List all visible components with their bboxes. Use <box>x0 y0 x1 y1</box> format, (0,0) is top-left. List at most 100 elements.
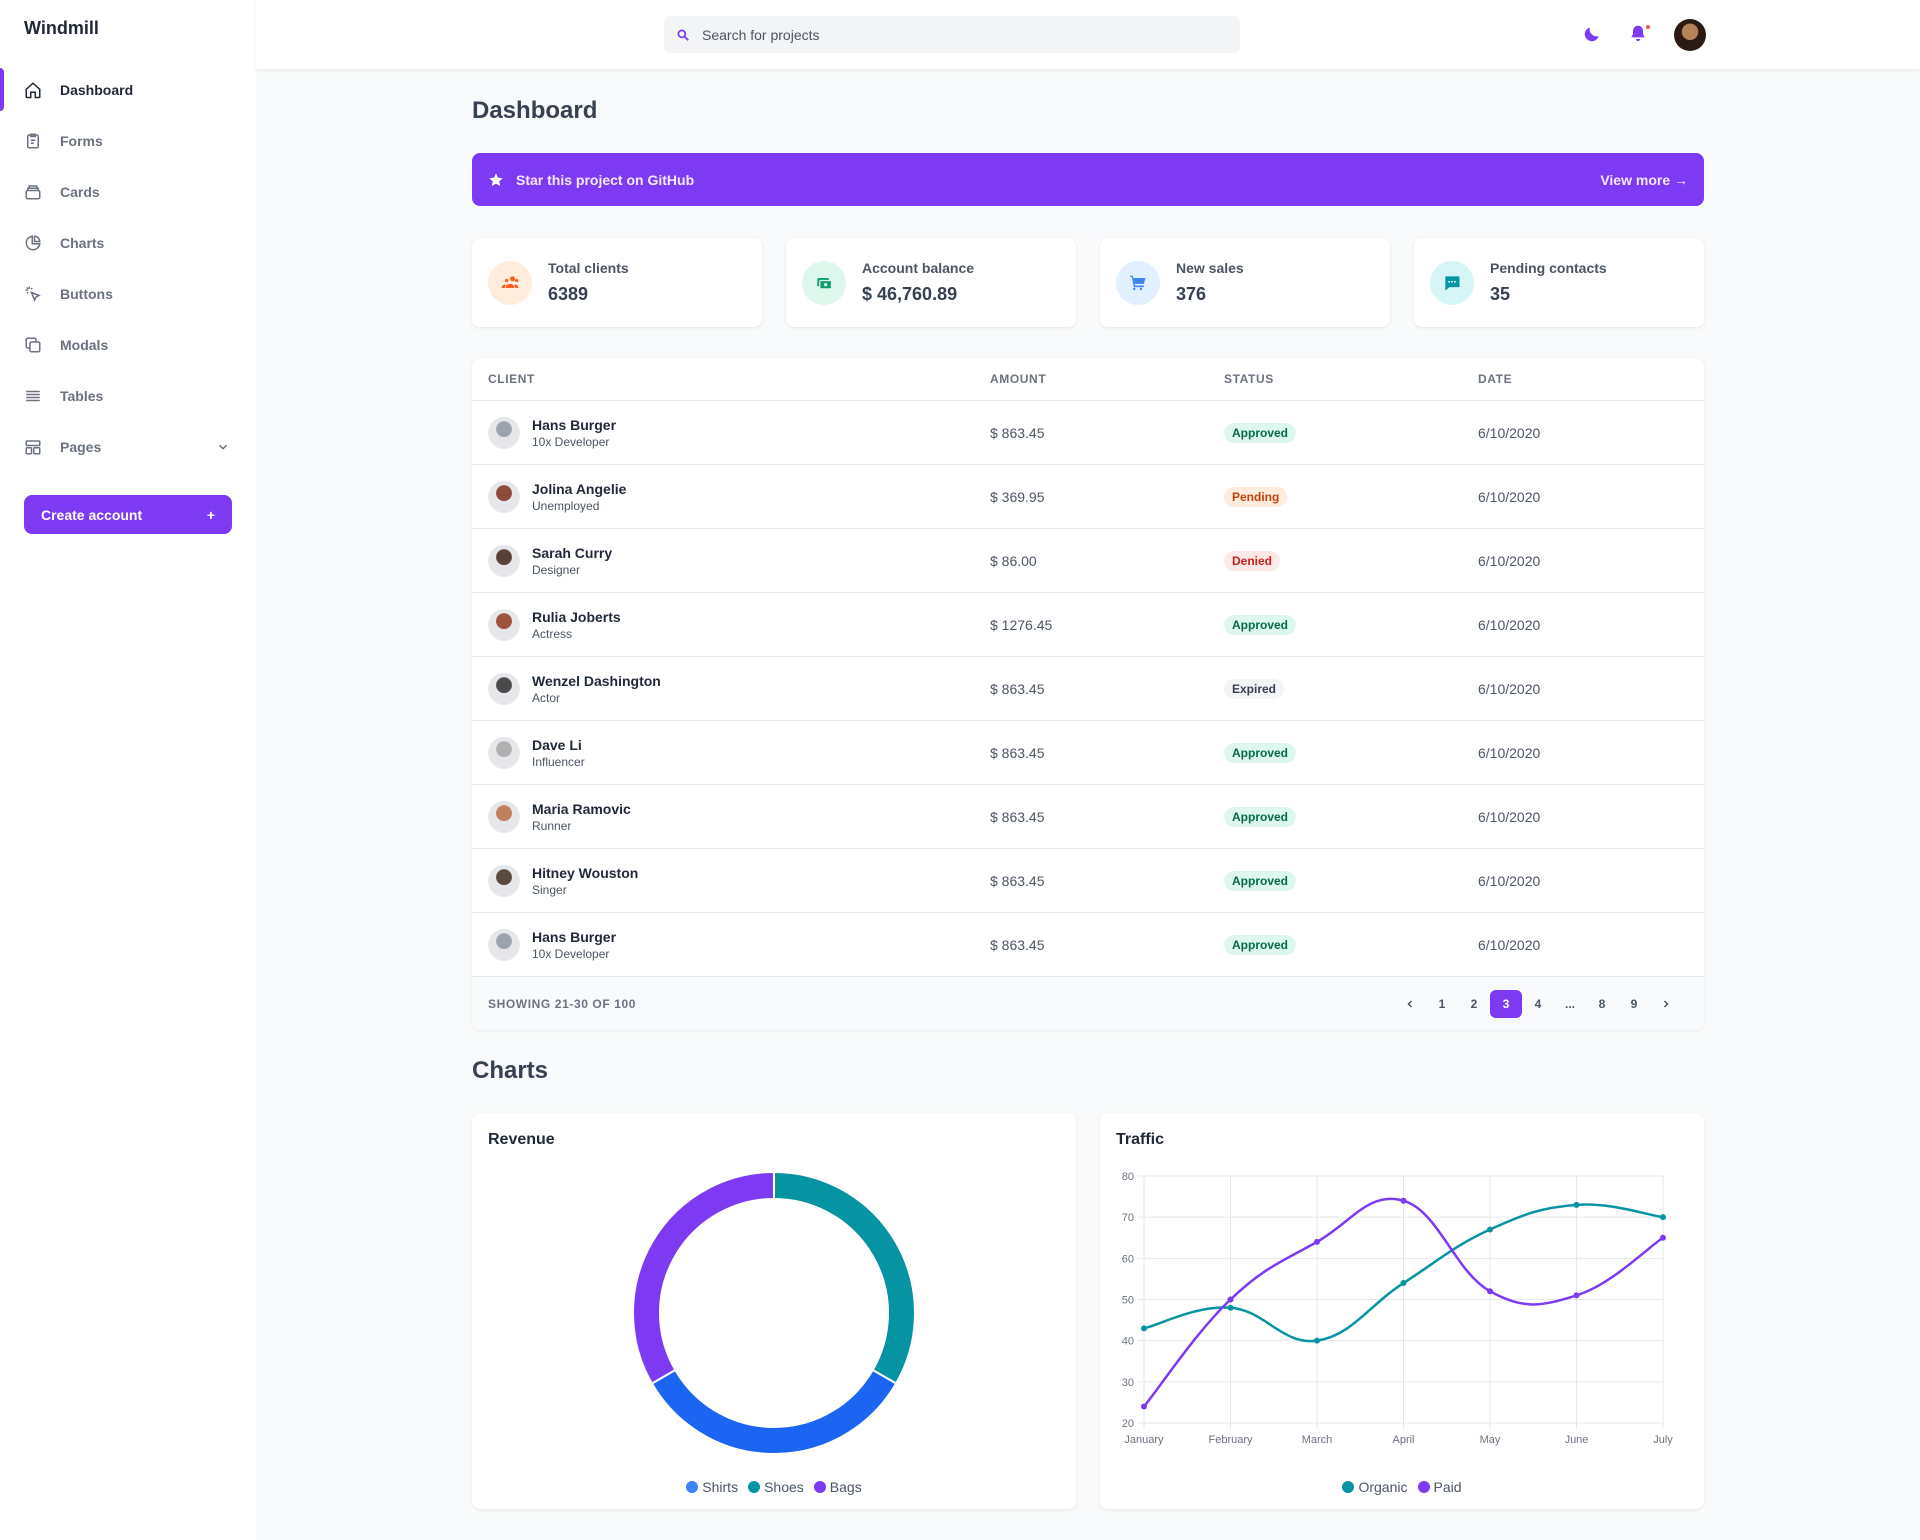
data-point-paid[interactable] <box>1487 1288 1493 1295</box>
y-tick-label: 50 <box>1122 1295 1134 1307</box>
chevron-down-icon[interactable] <box>216 440 230 454</box>
sidebar: Windmill Dashboard Forms Cards Charts Bu… <box>0 0 256 1540</box>
client-role: Actor <box>532 690 561 705</box>
pie-slice-shirts[interactable] <box>650 1368 898 1456</box>
amount-cell: $ 863.45 <box>990 808 1045 825</box>
table-row: Hans Burger 10x Developer $ 863.45 Approved… <box>472 913 1704 977</box>
legend-item-shirts[interactable]: Shirts <box>686 1479 738 1495</box>
y-tick-label: 20 <box>1122 1418 1134 1430</box>
client-role: Singer <box>532 882 567 897</box>
view-more-link[interactable]: View more → <box>1600 171 1688 188</box>
legend-swatch <box>748 1481 761 1493</box>
stat-card-total-clients: Total clients 6389 <box>472 238 762 327</box>
cards-icon <box>25 184 41 199</box>
data-point-paid[interactable] <box>1400 1197 1407 1204</box>
traffic-chart-card: Traffic 20 30 40 50 60 70 80 January February Mar… <box>1100 1113 1704 1509</box>
data-point-organic[interactable] <box>1227 1304 1234 1311</box>
page-button[interactable]: 3 <box>1490 989 1522 1018</box>
profile-avatar[interactable] <box>1674 19 1706 51</box>
next-page-button[interactable] <box>1650 990 1682 1018</box>
prev-page-button[interactable] <box>1394 990 1426 1018</box>
status-cell: Approved <box>1224 913 1297 976</box>
page-button[interactable]: 9 <box>1630 996 1638 1011</box>
legend-item-organic[interactable]: Organic <box>1342 1479 1408 1495</box>
search-input[interactable] <box>702 26 1222 43</box>
data-point-paid[interactable] <box>1141 1403 1147 1410</box>
client-name: Maria Ramovic <box>532 800 631 817</box>
y-tick-label: 80 <box>1122 1171 1134 1183</box>
github-banner[interactable]: Star this project on GitHub View more → <box>472 153 1704 206</box>
data-point-paid[interactable] <box>1227 1296 1234 1303</box>
table-row: Dave Li Influencer $ 863.45 Approved 6/10/20… <box>472 721 1704 785</box>
client-role: Actress <box>532 626 573 641</box>
date-cell: 6/10/2020 <box>1478 424 1541 441</box>
chevron-left-icon <box>1407 999 1413 1008</box>
date-cell: 6/10/2020 <box>1478 488 1541 505</box>
data-point-paid[interactable] <box>1660 1234 1666 1241</box>
page-button[interactable]: 4 <box>1534 996 1542 1011</box>
data-point-organic[interactable] <box>1400 1280 1407 1287</box>
sidebar-item-forms[interactable]: Forms <box>0 115 256 166</box>
copy-icon <box>25 337 41 352</box>
data-point-organic[interactable] <box>1660 1214 1666 1221</box>
sidebar-item-label: Forms <box>60 132 103 149</box>
client-role: Influencer <box>532 754 585 769</box>
client-cell: Jolina Angelie Unemployed <box>488 465 626 528</box>
data-point-organic[interactable] <box>1141 1325 1147 1332</box>
stat-value: 6389 <box>548 284 589 304</box>
client-role: Runner <box>532 818 572 833</box>
bell-icon[interactable] <box>1628 24 1648 44</box>
clipboard-icon <box>27 133 39 148</box>
stat-value: 35 <box>1490 284 1511 304</box>
x-tick-label: March <box>1302 1434 1333 1446</box>
amount-cell: $ 1276.45 <box>990 616 1053 633</box>
legend-item-bags[interactable]: Bags <box>813 1479 862 1495</box>
table-header: Client Amount Status Date <box>472 358 1704 401</box>
data-point-paid[interactable] <box>1573 1292 1580 1299</box>
x-tick-label: May <box>1480 1434 1501 1446</box>
x-tick-label: April <box>1392 1434 1414 1446</box>
create-account-button[interactable]: Create account + <box>24 495 232 534</box>
app-brand[interactable]: Windmill <box>24 18 99 38</box>
column-header-date: Date <box>1478 372 1513 386</box>
page-button[interactable]: 8 <box>1598 996 1606 1011</box>
client-name: Wenzel Dashington <box>532 672 661 689</box>
search-box[interactable] <box>664 16 1240 53</box>
sidebar-item-dashboard[interactable]: Dashboard <box>0 64 256 115</box>
moon-icon[interactable] <box>1582 24 1602 44</box>
sidebar-item-modals[interactable]: Modals <box>0 319 256 370</box>
data-point-organic[interactable] <box>1487 1226 1493 1233</box>
page-button[interactable]: 1 <box>1438 996 1446 1011</box>
sidebar-item-label: Cards <box>60 183 100 200</box>
avatar <box>488 608 520 641</box>
sidebar-item-buttons[interactable]: Buttons <box>0 268 256 319</box>
stat-card-account-balance: Account balance $ 46,760.89 <box>786 238 1076 327</box>
sidebar-item-tables[interactable]: Tables <box>0 370 256 421</box>
traffic-line-chart: 20 30 40 50 60 70 80 January February March April M… <box>1122 1171 1674 1446</box>
status-badge: Approved <box>1224 742 1297 763</box>
sidebar-item-label: Charts <box>60 234 105 251</box>
sidebar-item-label: Buttons <box>60 285 113 302</box>
page-button[interactable]: 2 <box>1470 996 1478 1011</box>
home-icon <box>25 81 41 98</box>
page-button: ... <box>1564 996 1575 1011</box>
status-cell: Approved <box>1224 849 1297 912</box>
status-badge: Approved <box>1224 614 1297 635</box>
table-row: Sarah Curry Designer $ 86.00 Denied 6/10/202… <box>472 529 1704 593</box>
legend-swatch <box>686 1481 699 1493</box>
legend-item-paid[interactable]: Paid <box>1417 1479 1462 1495</box>
status-cell: Expired <box>1224 657 1285 720</box>
pie-slice-bags[interactable] <box>632 1170 775 1385</box>
data-point-paid[interactable] <box>1314 1238 1320 1245</box>
data-point-organic[interactable] <box>1573 1201 1580 1208</box>
sidebar-item-pages[interactable]: Pages <box>0 421 256 472</box>
sidebar-item-cards[interactable]: Cards <box>0 166 256 217</box>
legend-item-shoes[interactable]: Shoes <box>748 1479 804 1495</box>
data-point-organic[interactable] <box>1314 1337 1320 1344</box>
sidebar-item-charts[interactable]: Charts <box>0 217 256 268</box>
status-cell: Pending <box>1224 465 1288 528</box>
client-cell: Hitney Wouston Singer <box>488 849 638 912</box>
pie-slice-shoes[interactable] <box>773 1170 916 1385</box>
stat-label: Account balance <box>862 260 975 276</box>
status-badge: Pending <box>1224 486 1288 507</box>
